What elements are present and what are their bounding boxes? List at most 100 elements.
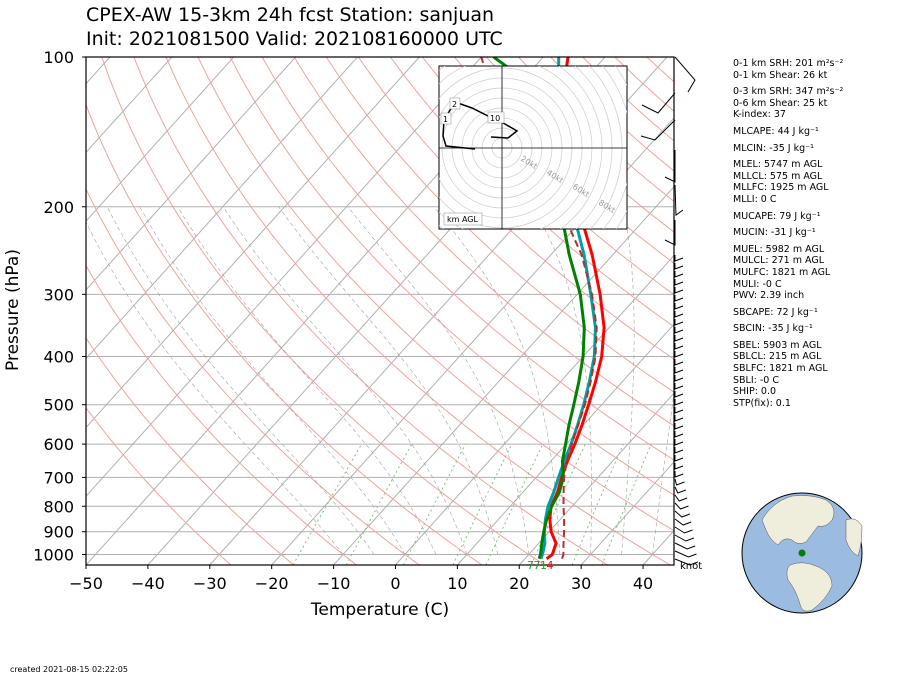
dry-adiabat xyxy=(229,57,674,496)
x-tick-label: 40 xyxy=(633,574,653,593)
isotherm xyxy=(580,461,674,565)
y-tick-label: 800 xyxy=(43,497,74,516)
index-line: SHIP: 0.0 xyxy=(733,386,777,398)
isotherm xyxy=(86,57,296,291)
index-line: MLLFC: 1925 m AGL xyxy=(733,182,829,194)
index-line: SBCIN: -35 J kg⁻¹ xyxy=(733,323,813,335)
wind-barb xyxy=(674,295,684,302)
hodograph-height-label: 10 xyxy=(490,114,500,123)
dry-adiabat xyxy=(293,57,674,427)
dry-adiabat xyxy=(165,57,671,565)
dry-adiabat xyxy=(197,57,674,532)
index-line: MULI: -0 C xyxy=(733,278,782,290)
hodograph-legend: km AGL xyxy=(447,215,479,224)
wind-barb xyxy=(674,359,684,366)
moist-adiabat xyxy=(621,206,635,555)
dry-adiabat xyxy=(86,264,357,565)
moist-adiabat xyxy=(106,206,375,555)
surface-value-label: 1 xyxy=(540,559,547,572)
isotherm xyxy=(86,57,482,497)
index-line: SBLCL: 215 m AGL xyxy=(733,351,822,363)
dry-adiabat xyxy=(454,57,674,264)
wind-barb xyxy=(674,271,684,278)
isotherm xyxy=(86,57,235,222)
x-tick-label: −30 xyxy=(193,574,227,593)
x-tick-label: −50 xyxy=(69,574,103,593)
moist-adiabat xyxy=(433,206,560,555)
moist-adiabat xyxy=(532,206,592,555)
index-line: MLEL: 5747 m AGL xyxy=(733,159,823,171)
dry-adiabat xyxy=(357,57,674,360)
y-tick-label: 400 xyxy=(43,348,74,367)
hodograph-legend-box xyxy=(443,212,483,226)
south-america-landmass xyxy=(786,562,833,612)
index-line: SBCAPE: 72 J kg⁻¹ xyxy=(733,306,818,318)
index-line: MUCIN: -31 J kg⁻¹ xyxy=(733,227,816,239)
index-line: K-index: 37 xyxy=(733,109,786,121)
wind-barb xyxy=(674,56,696,93)
isotherm xyxy=(86,57,420,429)
wind-barb xyxy=(674,415,684,422)
index-line: MUCAPE: 79 J kg⁻¹ xyxy=(733,210,821,222)
wind-barb xyxy=(674,319,684,326)
wind-barb xyxy=(674,391,684,398)
surface-value-label: 7 xyxy=(534,559,541,572)
wind-barb xyxy=(674,287,684,294)
location-globe xyxy=(741,492,863,614)
station-marker xyxy=(798,549,806,557)
north-america-landmass xyxy=(761,495,835,546)
index-line: MLLI: 0 C xyxy=(733,193,777,205)
wind-barb xyxy=(674,463,684,470)
index-line: MLCAPE: 44 J kg⁻¹ xyxy=(733,125,819,137)
dry-adiabat xyxy=(86,337,295,565)
wind-barb xyxy=(674,502,689,510)
isotherm xyxy=(456,323,674,565)
y-tick-label: 1000 xyxy=(33,545,74,564)
plot-frame xyxy=(85,56,675,566)
x-tick-label: 10 xyxy=(447,574,467,593)
x-axis-label: Temperature (C) xyxy=(310,600,450,620)
y-tick-label: 300 xyxy=(43,285,74,304)
wind-unit-label: knot xyxy=(680,561,702,572)
index-line: 0-6 km Shear: 25 kt xyxy=(733,97,828,109)
dry-adiabat xyxy=(261,57,674,461)
wind-barb xyxy=(640,119,676,141)
index-line: MULCL: 271 m AGL xyxy=(733,255,825,267)
wind-barb xyxy=(674,542,696,550)
wind-barb xyxy=(674,255,684,262)
y-tick-label: 900 xyxy=(43,523,74,542)
hodograph-frame xyxy=(438,65,628,230)
x-tick-label: −40 xyxy=(131,574,165,593)
dry-adiabat xyxy=(86,407,232,565)
wind-barb xyxy=(674,431,684,438)
wind-barb xyxy=(674,407,684,414)
index-line: MLLCL: 575 m AGL xyxy=(733,170,823,182)
index-line: SBEL: 5903 m AGL xyxy=(733,339,822,351)
wind-barb xyxy=(674,263,684,270)
x-tick-label: 0 xyxy=(390,574,400,593)
wind-barb xyxy=(664,220,676,246)
dry-adiabat xyxy=(86,103,483,565)
wind-barb xyxy=(674,335,684,342)
wind-barbs: knot xyxy=(640,56,702,572)
wind-barb xyxy=(674,311,684,318)
index-line: 0-1 km SRH: 201 m²s⁻² xyxy=(733,58,844,69)
wind-barb xyxy=(674,486,687,494)
dry-adiabat xyxy=(101,57,545,565)
mixing-ratio-line xyxy=(485,443,544,565)
y-tick-label: 200 xyxy=(43,198,74,217)
chart-title-line2: Init: 2021081500 Valid: 202108160000 UTC xyxy=(86,28,503,50)
wind-barb xyxy=(674,494,688,502)
y-tick-label: 600 xyxy=(43,435,74,454)
mixing-ratio-line xyxy=(571,443,624,565)
wind-barb xyxy=(674,439,684,446)
wind-barb xyxy=(674,518,692,526)
y-tick-label: 500 xyxy=(43,396,74,415)
wind-barb xyxy=(664,150,676,183)
index-line: 0-3 km SRH: 347 m²s⁻² xyxy=(733,86,844,98)
wind-barb xyxy=(674,550,697,558)
mixing-ratio-line xyxy=(601,443,652,565)
chart-title-line1: CPEX-AW 15-3km 24h fcst Station: sanjuan xyxy=(86,4,495,26)
wind-barb xyxy=(674,455,684,462)
